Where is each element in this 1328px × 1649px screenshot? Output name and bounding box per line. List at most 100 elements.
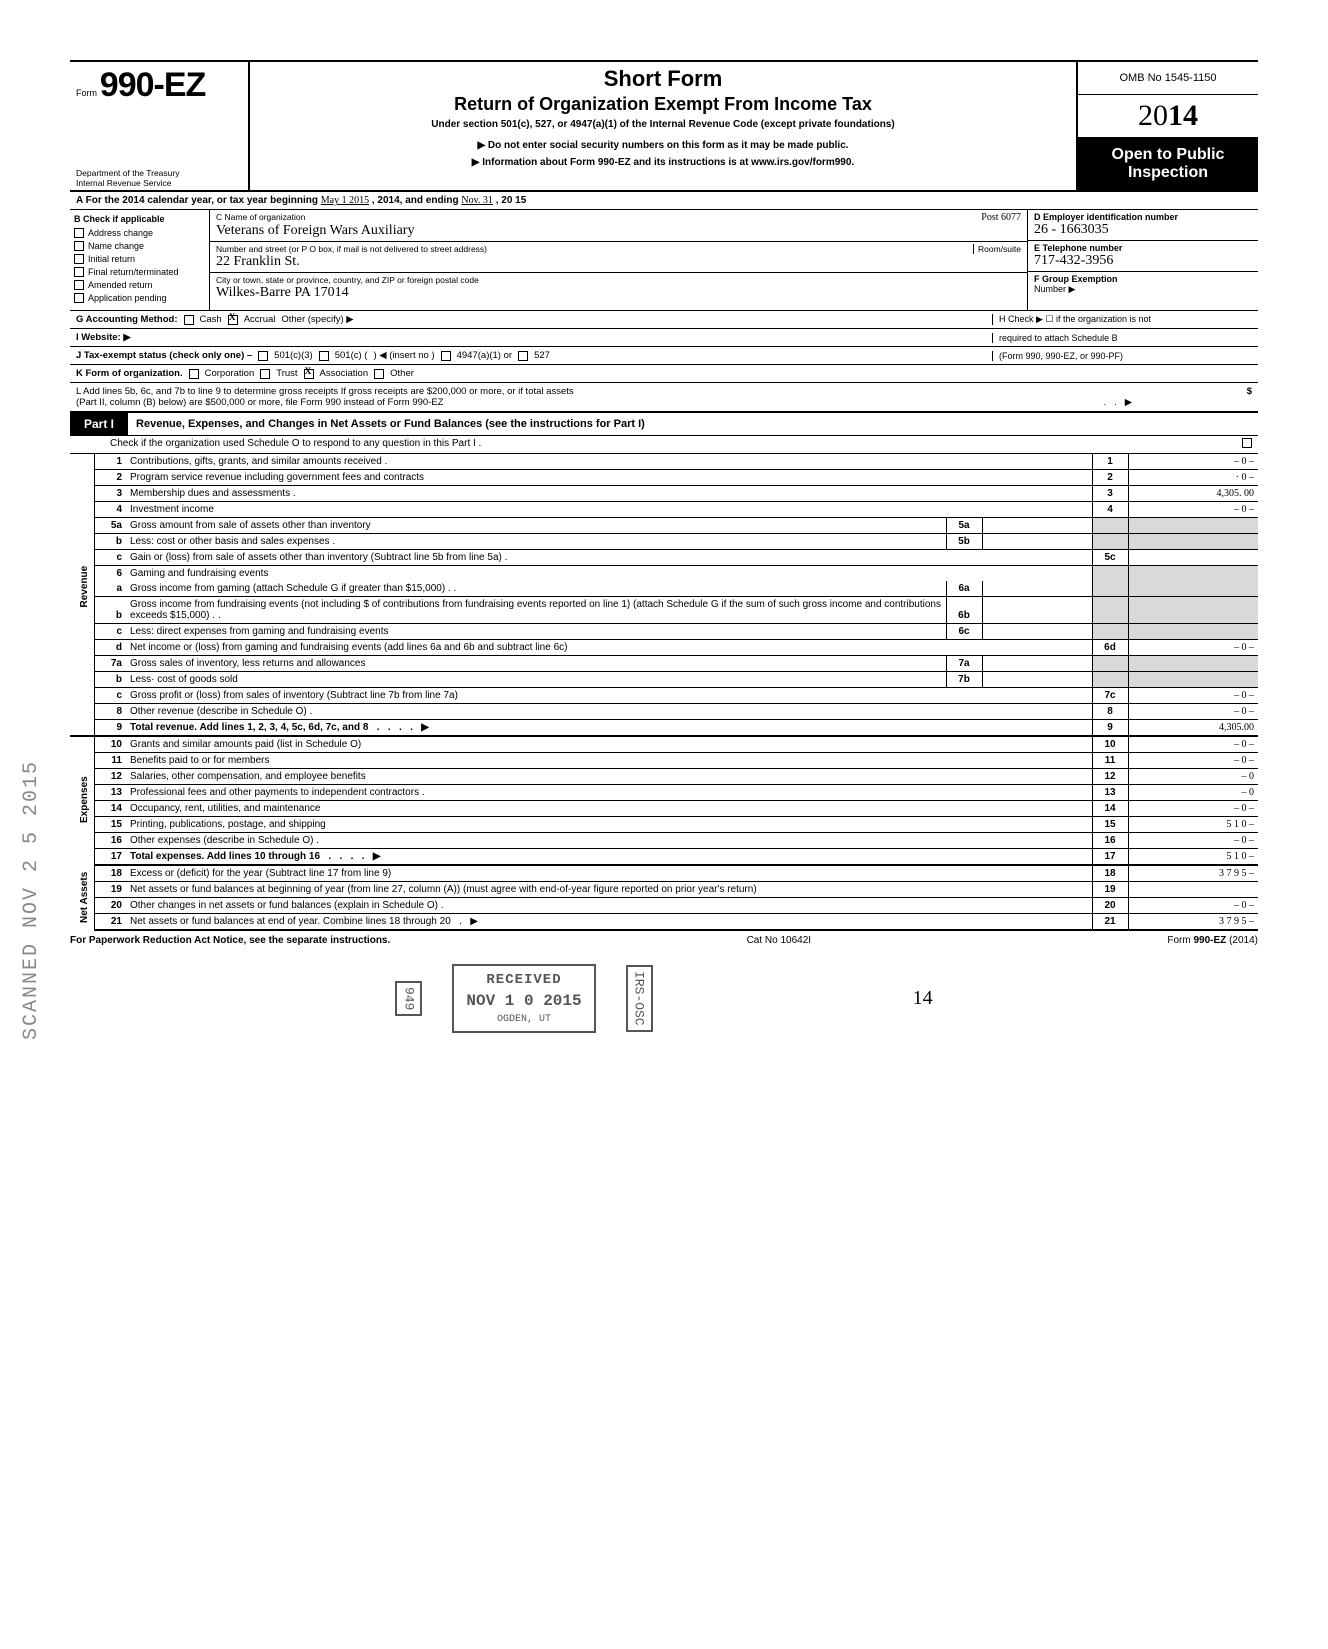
return-title: Return of Organization Exempt From Incom…: [258, 94, 1068, 115]
col-c: C Name of organization Post 6077 Veteran…: [210, 210, 1028, 310]
lines-table: Revenue 1 Contributions, gifts, grants, …: [70, 454, 1258, 931]
open-line1: Open to Public: [1082, 146, 1254, 164]
chk-4947[interactable]: [441, 351, 451, 361]
l8-n: 8: [94, 704, 126, 720]
l15-r: 15: [1092, 817, 1128, 833]
chk-trust[interactable]: [260, 369, 270, 379]
l5a-n: 5a: [94, 518, 126, 534]
header: Form 990-EZ Department of the Treasury I…: [70, 60, 1258, 192]
chk-initial[interactable]: [74, 254, 84, 264]
stamp-date: NOV 1 0 2015: [466, 992, 581, 1010]
l6b-n: b: [94, 597, 126, 624]
l11-r: 11: [1092, 753, 1128, 769]
l6c-d: Less: direct expenses from gaming and fu…: [126, 624, 946, 640]
col-b: B Check if applicable Address change Nam…: [70, 210, 210, 310]
c-room: Room/suite: [973, 244, 1021, 254]
b-opt-5: Application pending: [88, 293, 167, 303]
footer-mid: Cat No 10642I: [747, 935, 812, 946]
k-trust: Trust: [276, 368, 297, 379]
chk-schedule-o[interactable]: [1242, 438, 1252, 448]
footer-left: For Paperwork Reduction Act Notice, see …: [70, 935, 390, 946]
side-expenses: Expenses: [70, 736, 94, 865]
b-opt-3: Final return/terminated: [88, 267, 179, 277]
l1-d: Contributions, gifts, grants, and simila…: [126, 454, 1092, 470]
chk-name[interactable]: [74, 241, 84, 251]
l2-a: · 0 –: [1128, 470, 1258, 486]
open-public: Open to Public Inspection: [1078, 138, 1258, 190]
chk-527[interactable]: [518, 351, 528, 361]
l16-n: 16: [94, 833, 126, 849]
k-other: Other: [390, 368, 414, 379]
chk-other[interactable]: [374, 369, 384, 379]
chk-accrual[interactable]: [228, 315, 238, 325]
chk-pending[interactable]: [74, 293, 84, 303]
l21-r: 21: [1092, 914, 1128, 931]
form-number: 990-EZ: [100, 66, 206, 104]
l4-n: 4: [94, 502, 126, 518]
b-opt-4: Amended return: [88, 280, 153, 290]
l19-n: 19: [94, 882, 126, 898]
l10-a: – 0 –: [1128, 736, 1258, 753]
d-label: D Employer identification number: [1034, 212, 1252, 222]
l17-n: 17: [94, 849, 126, 866]
l6-d: Gaming and fundraising events: [126, 566, 1092, 582]
l16-a: – 0 –: [1128, 833, 1258, 849]
l7a-n: 7a: [94, 656, 126, 672]
l7c-r: 7c: [1092, 688, 1128, 704]
l20-a: – 0 –: [1128, 898, 1258, 914]
l3-r: 3: [1092, 486, 1128, 502]
j-o1: 501(c)(3): [274, 350, 313, 361]
l-text1: L Add lines 5b, 6c, and 7b to line 9 to …: [76, 386, 1132, 397]
stamp-irs-osc: IRS-OSC: [626, 965, 653, 1032]
l5c-n: c: [94, 550, 126, 566]
stamp-received: RECEIVED: [466, 972, 581, 988]
l6d-d: Net income or (loss) from gaming and fun…: [126, 640, 1092, 656]
l19-r: 19: [1092, 882, 1128, 898]
chk-final[interactable]: [74, 267, 84, 277]
l4-d: Investment income: [126, 502, 1092, 518]
j-o5: 527: [534, 350, 550, 361]
chk-501c[interactable]: [319, 351, 329, 361]
bcdef-block: B Check if applicable Address change Nam…: [70, 210, 1258, 311]
part1-badge: Part I: [70, 413, 128, 435]
dept-treasury: Department of the Treasury Internal Reve…: [76, 169, 242, 188]
g-other: Other (specify) ▶: [281, 314, 353, 325]
l20-n: 20: [94, 898, 126, 914]
l5c-r: 5c: [1092, 550, 1128, 566]
l6c-in: 6c: [946, 624, 982, 640]
l13-r: 13: [1092, 785, 1128, 801]
l19-a: [1128, 882, 1258, 898]
chk-assoc[interactable]: [304, 369, 314, 379]
l12-a: – 0: [1128, 769, 1258, 785]
row-a-mid: , 2014, and ending: [372, 195, 459, 206]
l14-d: Occupancy, rent, utilities, and maintena…: [126, 801, 1092, 817]
form-prefix: Form: [76, 88, 97, 98]
l13-a: – 0: [1128, 785, 1258, 801]
header-left: Form 990-EZ Department of the Treasury I…: [70, 62, 250, 190]
chk-corp[interactable]: [189, 369, 199, 379]
l7b-n: b: [94, 672, 126, 688]
l6-n: 6: [94, 566, 126, 582]
chk-cash[interactable]: [184, 315, 194, 325]
h-text3: (Form 990, 990-EZ, or 990-PF): [992, 351, 1252, 361]
l5c-d: Gain or (loss) from sale of assets other…: [126, 550, 1092, 566]
l2-n: 2: [94, 470, 126, 486]
l6a-d: Gross income from gaming (attach Schedul…: [126, 581, 946, 597]
l17-d: Total expenses. Add lines 10 through 16: [130, 851, 320, 862]
chk-501c3[interactable]: [258, 351, 268, 361]
chk-amended[interactable]: [74, 280, 84, 290]
j-o2: 501(c) (: [335, 350, 368, 361]
l-text2: (Part II, column (B) below) are $500,000…: [76, 397, 444, 408]
l6d-r: 6d: [1092, 640, 1128, 656]
f-label: F Group Exemption: [1034, 274, 1252, 284]
e-label: E Telephone number: [1034, 243, 1252, 253]
l13-n: 13: [94, 785, 126, 801]
l9-a: 4,305.00: [1128, 720, 1258, 737]
l20-r: 20: [1092, 898, 1128, 914]
l7a-in: 7a: [946, 656, 982, 672]
j-label: J Tax-exempt status (check only one) –: [76, 350, 252, 361]
l21-d: Net assets or fund balances at end of ye…: [130, 916, 451, 927]
chk-address[interactable]: [74, 228, 84, 238]
l11-a: – 0 –: [1128, 753, 1258, 769]
l8-d: Other revenue (describe in Schedule O) .: [126, 704, 1092, 720]
